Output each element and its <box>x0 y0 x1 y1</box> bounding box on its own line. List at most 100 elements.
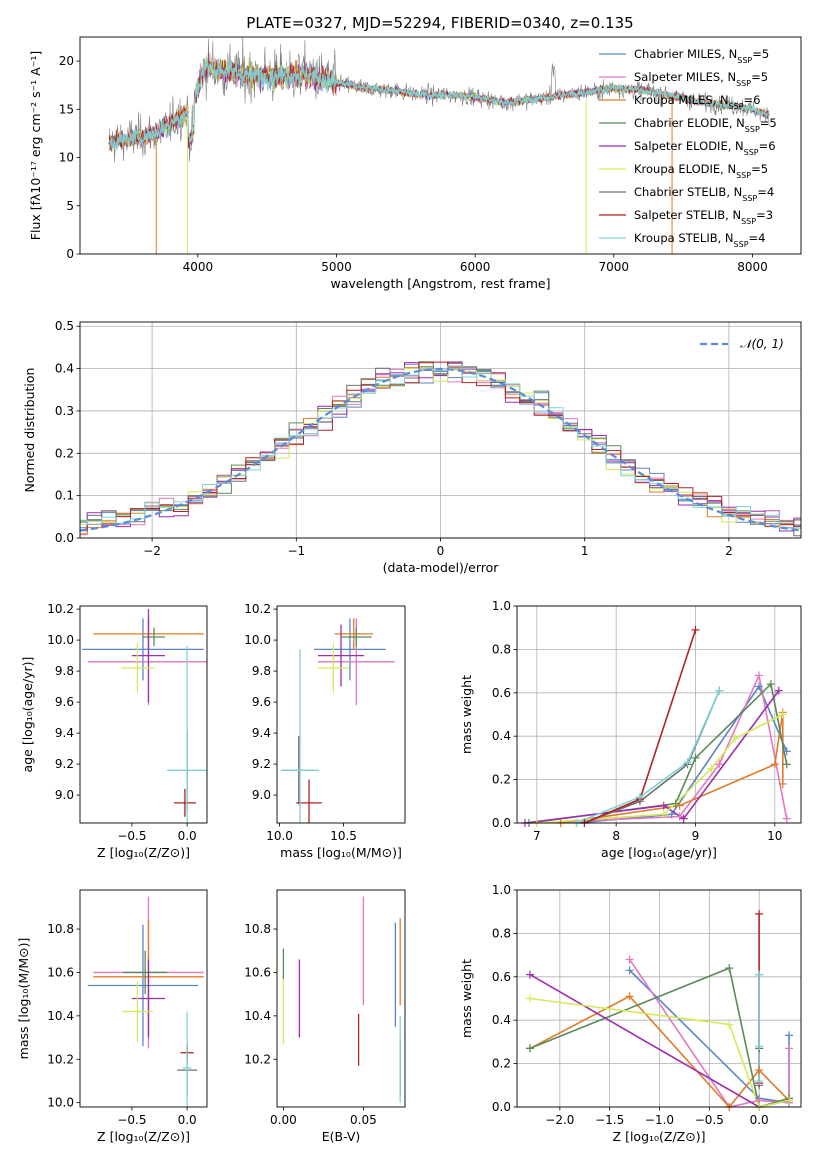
legend-count: =6 <box>744 93 761 107</box>
hist-kroupa_elodie <box>80 366 801 529</box>
y-axis-label: age [log₁₀(age/yr)] <box>20 657 35 773</box>
y-tick-label: 20 <box>59 54 74 68</box>
y-axis-label: mass weight <box>459 675 474 754</box>
x-tick-label: 6000 <box>460 260 491 274</box>
axes-frame <box>276 605 406 824</box>
panel-7: −2.0 −1.5 −1.0 −0.5 0.0 0.0 0.2 0.4 0.6 0.8 1.0 Z [… <box>459 883 802 1144</box>
marker-chabrier_miles <box>667 810 676 819</box>
y-tick-label: 0.2 <box>492 1057 511 1071</box>
x-tick-label: −1.0 <box>645 1113 674 1127</box>
y-tick-label: 0.4 <box>492 729 511 743</box>
marker-kroupa_stelib <box>635 792 644 801</box>
legend-sub: SSP <box>744 148 759 157</box>
y-tick-label: 9.0 <box>252 788 271 802</box>
legend-name: Chabrier MILES, N <box>634 47 737 61</box>
legend-sub: SSP <box>741 217 756 226</box>
plot-area <box>280 618 395 823</box>
y-tick-label: 5 <box>66 199 74 213</box>
marker-salpeter_stelib <box>691 625 700 634</box>
marker-kroupa_elodie <box>778 710 787 719</box>
y-tick-label: 10 <box>59 151 74 165</box>
legend-count: =5 <box>751 162 768 176</box>
marker-kroupa_stelib <box>715 686 724 695</box>
y-axis-label: mass weight <box>459 959 474 1038</box>
y-tick-label: 0.6 <box>492 970 511 984</box>
marker-kroupa_elodie <box>725 1020 734 1029</box>
line-kroupa_elodie <box>529 997 790 1107</box>
marker-kroupa_stelib <box>755 970 764 979</box>
y-tick-label: 9.2 <box>252 757 271 771</box>
legend-sub: SSP <box>737 56 752 65</box>
x-tick-label: 0.05 <box>350 1113 377 1127</box>
line-kroupa_stelib <box>576 690 721 823</box>
line-salpeter_miles <box>536 672 788 823</box>
plot-area <box>87 896 204 1107</box>
x-tick-label: 7 <box>533 829 541 843</box>
y-axis-label: mass [log₁₀(M/M⊙)] <box>16 938 31 1060</box>
plot-area <box>108 37 770 254</box>
legend-count: =3 <box>756 208 773 222</box>
x-tick-label: 1 <box>581 544 589 558</box>
marker-kroupa_stelib <box>683 758 692 767</box>
line-salpeter_elodie <box>524 690 780 823</box>
legend-sub: SSP <box>736 171 751 180</box>
legend-entry: 𝒩(0, 1) <box>740 337 784 351</box>
y-tick-label: 0.0 <box>492 816 511 830</box>
legend-entry: Salpeter MILES, NSSP=5 <box>634 70 768 88</box>
marker-chabrier_miles <box>754 682 763 691</box>
legend-count: =4 <box>757 185 774 199</box>
x-axis-label: Z [log₁₀(Z/Z⊙)] <box>97 1129 190 1144</box>
legend-count: =6 <box>759 139 776 153</box>
marker-kroupa_miles <box>778 779 787 788</box>
x-tick-label: 8000 <box>737 260 768 274</box>
plot-area <box>282 896 401 1103</box>
y-tick-label: 9.8 <box>252 664 271 678</box>
hist-kroupa_stelib <box>80 365 801 529</box>
y-tick-label: 9.4 <box>55 726 74 740</box>
x-tick-label: 9 <box>692 829 700 843</box>
legend-name: Chabrier ELODIE, N <box>634 116 745 130</box>
marker-kroupa_elodie <box>659 810 668 819</box>
panel-3: 10.0 10.5 9.0 9.2 9.4 9.6 9.8 10.0 10.2 mass [log… <box>244 602 406 860</box>
marker-kroupa_miles <box>625 992 634 1001</box>
legend-name: Salpeter ELODIE, N <box>634 139 744 153</box>
axes-frame <box>516 605 802 824</box>
y-tick-label: 1.0 <box>492 883 511 897</box>
legend-entry: Chabrier ELODIE, NSSP=5 <box>634 116 777 134</box>
y-tick-label: 10.2 <box>244 1052 271 1066</box>
y-tick-label: 0.5 <box>55 319 74 333</box>
hist-salpeter_elodie <box>80 362 801 532</box>
legend-entry: Chabrier MILES, NSSP=5 <box>634 47 769 65</box>
grid <box>517 605 801 824</box>
legend-entry: Kroupa STELIB, NSSP=4 <box>634 231 765 249</box>
y-tick-label: 0 <box>66 247 74 261</box>
x-tick-label: 2 <box>725 544 733 558</box>
plot-area <box>82 609 207 823</box>
marker-chabrier_miles <box>782 747 791 756</box>
x-tick-label: 8 <box>612 829 620 843</box>
x-tick-label: 5000 <box>321 260 352 274</box>
y-axis-label: Normed distribution <box>22 368 37 493</box>
marker-salpeter_miles <box>715 760 724 769</box>
x-axis-label: wavelength [Angstrom, rest frame] <box>330 276 550 291</box>
y-tick-label: 10.4 <box>47 1009 74 1023</box>
axes-frame <box>276 889 406 1108</box>
legend-entry: Kroupa ELODIE, NSSP=5 <box>634 162 768 180</box>
legend-count: =4 <box>749 231 766 245</box>
marker-salpeter_miles <box>782 814 791 823</box>
legend-name: Kroupa ELODIE, N <box>634 162 736 176</box>
x-tick-label: 10.5 <box>330 829 357 843</box>
y-tick-label: 0.3 <box>55 404 74 418</box>
y-tick-label: 0.8 <box>492 642 511 656</box>
y-tick-label: 1.0 <box>492 599 511 613</box>
x-tick-label: −0.5 <box>695 1113 724 1127</box>
plot-area <box>524 629 788 823</box>
marker-chabrier_elodie <box>782 760 791 769</box>
panel-4: 7 8 9 10 0.0 0.2 0.4 0.6 0.8 1.0 age [log₁₀(age/yr… <box>459 599 802 860</box>
x-axis-label: Z [log₁₀(Z/Z⊙)] <box>97 845 190 860</box>
y-tick-label: 9.0 <box>55 788 74 802</box>
x-tick-label: −0.5 <box>117 1113 146 1127</box>
marker-kroupa_elodie <box>707 764 716 773</box>
